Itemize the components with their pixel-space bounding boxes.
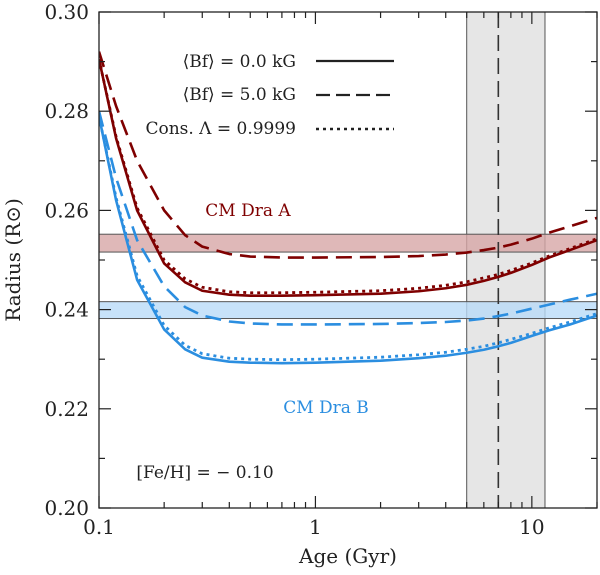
x-axis-title: Age (Gyr) <box>298 544 397 568</box>
series-line-a-dashed <box>99 51 597 259</box>
series-line-a-solid <box>99 58 597 298</box>
annotation-cm-dra-a: CM Dra A <box>205 201 291 221</box>
x-tick-label: 10 <box>519 515 544 539</box>
annotation-cm-dra-b: CM Dra B <box>283 398 369 418</box>
y-tick-label: 0.24 <box>44 298 89 322</box>
series-line-b-dashed <box>99 110 597 326</box>
series-layer <box>99 51 597 365</box>
y-tick-label: 0.28 <box>44 99 89 123</box>
age-band <box>466 11 546 509</box>
legend-label-dashed: ⟨Bf⟩ = 5.0 kG <box>183 85 296 105</box>
y-tick-label: 0.20 <box>44 496 89 520</box>
y-tick-label: 0.26 <box>44 198 89 222</box>
tick-layer: 0.1 1 10 0.20 0.22 0.24 0.26 0.28 0.30 <box>44 0 598 539</box>
radius-band-cm-dra-a <box>98 233 598 253</box>
legend: ⟨Bf⟩ = 0.0 kG ⟨Bf⟩ = 5.0 kG Cons. Λ = 0.… <box>145 52 394 139</box>
annotation-metallicity: [Fe/H] = − 0.10 <box>136 463 273 483</box>
background-layer <box>98 11 598 509</box>
legend-label-solid: ⟨Bf⟩ = 0.0 kG <box>183 52 296 72</box>
legend-label-dotted: Cons. Λ = 0.9999 <box>145 119 296 139</box>
y-tick-label: 0.22 <box>44 397 89 421</box>
x-tick-label: 0.1 <box>83 515 115 539</box>
series-line-b-solid <box>99 115 597 365</box>
x-tick-label: 1 <box>309 515 322 539</box>
y-axis-title: Radius (R⊙) <box>1 198 25 322</box>
y-tick-label: 0.30 <box>44 0 89 24</box>
